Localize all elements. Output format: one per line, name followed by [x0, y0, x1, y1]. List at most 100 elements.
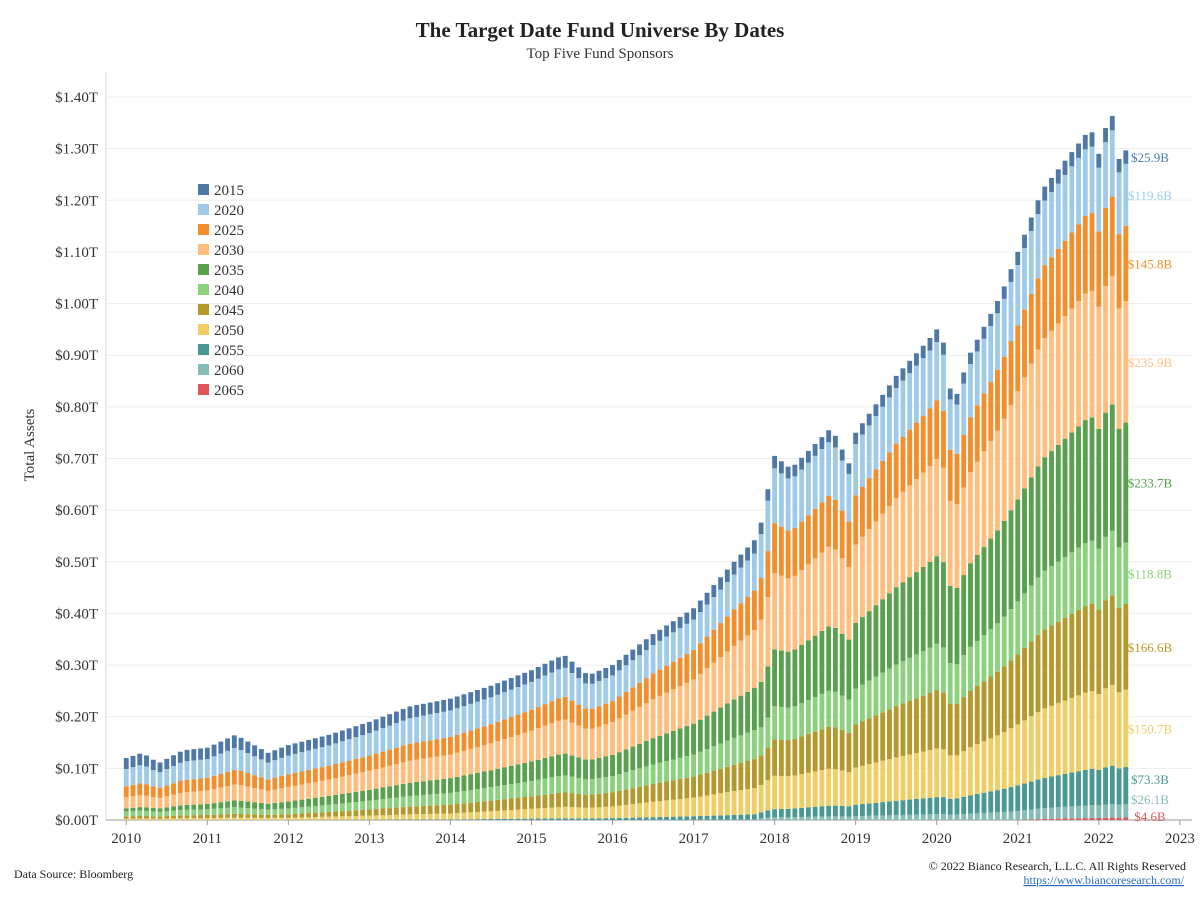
bar-segment-2040 — [124, 811, 129, 816]
bar-segment-2040 — [928, 648, 933, 693]
bar-segment-2030 — [718, 657, 723, 707]
bar-segment-2050 — [651, 802, 656, 817]
bar-segment-2050 — [171, 818, 176, 820]
bar-segment-2035 — [1083, 420, 1088, 543]
bar-segment-2015 — [819, 437, 824, 449]
bar-segment-2055 — [1076, 771, 1081, 806]
bar-segment-2035 — [306, 799, 311, 807]
bar-segment-2015 — [705, 593, 710, 605]
bar-segment-2030 — [1063, 316, 1068, 439]
bar-segment-2050 — [637, 803, 642, 817]
bar-segment-2020 — [462, 706, 467, 733]
bar-segment-2025 — [1083, 216, 1088, 294]
bar-segment-2045 — [1110, 595, 1115, 685]
bar-segment-2060 — [833, 816, 838, 820]
bar-segment-2045 — [462, 803, 467, 812]
bar-segment-2030 — [245, 787, 250, 802]
bar-segment-2060 — [968, 814, 973, 820]
bar-segment-2050 — [502, 810, 507, 818]
bar-segment-2025 — [914, 423, 919, 479]
bar-segment-2055 — [1063, 774, 1068, 807]
bar-segment-2045 — [772, 739, 777, 775]
bar-segment-2045 — [374, 809, 379, 815]
bar-segment-2015 — [901, 368, 906, 380]
bar-segment-2050 — [1096, 694, 1101, 770]
bar-segment-2045 — [387, 808, 392, 815]
bar-segment-2035 — [590, 759, 595, 779]
bar-segment-2050 — [509, 810, 514, 819]
bar-segment-2030 — [259, 789, 264, 803]
bar-segment-2025 — [779, 527, 784, 576]
bar-segment-2015 — [516, 675, 521, 687]
bar-segment-2035 — [272, 803, 277, 809]
bar-segment-2060 — [1076, 806, 1081, 818]
bar-segment-2055 — [752, 814, 757, 819]
bar-segment-2060 — [955, 814, 960, 820]
bar-segment-2025 — [725, 616, 730, 651]
bar-segment-2055 — [684, 816, 689, 819]
bar-segment-2055 — [536, 819, 541, 820]
bar-segment-2045 — [435, 805, 440, 813]
bar-segment-2065 — [1069, 818, 1074, 820]
bar-segment-2045 — [414, 806, 419, 814]
bar-segment-2050 — [921, 752, 926, 799]
bar-segment-2025 — [509, 717, 514, 737]
bar-segment-2055 — [894, 801, 899, 815]
bar-segment-2015 — [259, 749, 264, 759]
bar-segment-2015 — [813, 444, 818, 456]
bar-segment-2015 — [1069, 152, 1074, 166]
bar-segment-2050 — [178, 818, 183, 820]
bar-segment-2015 — [941, 343, 946, 355]
bar-segment-2045 — [1029, 641, 1034, 716]
bar-segment-2035 — [252, 802, 257, 808]
bar-segment-2050 — [732, 791, 737, 815]
bar-segment-2055 — [1022, 784, 1027, 811]
bar-segment-2055 — [1036, 780, 1041, 809]
footer-url-link[interactable]: https://www.biancoresearch.com/ — [1023, 873, 1184, 887]
bar-segment-2050 — [306, 817, 311, 820]
bar-segment-2045 — [860, 721, 865, 765]
bar-segment-2045 — [914, 698, 919, 753]
bar-segment-2055 — [1056, 775, 1061, 807]
bar-segment-2055 — [840, 806, 845, 817]
bar-segment-2015 — [124, 758, 129, 769]
legend-label-2050: 2050 — [214, 323, 244, 339]
bar-segment-2045 — [711, 771, 716, 795]
bar-segment-2060 — [860, 816, 865, 820]
bar-segment-2055 — [745, 814, 750, 819]
bar-segment-2025 — [1063, 241, 1068, 316]
bar-segment-2040 — [961, 655, 966, 697]
bar-segment-2050 — [164, 819, 169, 820]
bar-segment-2045 — [934, 690, 939, 748]
bar-segment-2045 — [299, 813, 304, 817]
bar-segment-2030 — [887, 506, 892, 593]
bar-segment-2020 — [786, 478, 791, 530]
bar-segment-2020 — [387, 726, 392, 750]
bar-segment-2025 — [806, 515, 811, 564]
bar-segment-2025 — [1002, 357, 1007, 419]
bar-segment-2040 — [955, 664, 960, 704]
bar-segment-2045 — [131, 816, 136, 819]
bar-segment-2055 — [597, 818, 602, 820]
bar-segment-2030 — [961, 488, 966, 576]
bar-segment-2020 — [860, 435, 865, 487]
legend-swatch-2020 — [198, 204, 209, 215]
bar-segment-2035 — [711, 712, 716, 747]
bar-segment-2025 — [462, 733, 467, 751]
bar-segment-2055 — [624, 818, 629, 820]
bar-segment-2050 — [353, 816, 358, 820]
bar-segment-2025 — [853, 495, 858, 544]
bar-segment-2020 — [759, 534, 764, 578]
bar-segment-2015 — [144, 755, 149, 766]
bar-segment-2020 — [988, 326, 993, 382]
bar-segment-2030 — [529, 731, 534, 762]
bar-segment-2055 — [968, 795, 973, 813]
bar-segment-2055 — [698, 816, 703, 820]
bar-segment-2040 — [752, 730, 757, 759]
bar-segment-2065 — [1083, 818, 1088, 820]
bar-segment-2030 — [272, 790, 277, 803]
bar-segment-2015 — [191, 749, 196, 760]
bar-segment-2050 — [536, 808, 541, 818]
bar-segment-2015 — [245, 742, 250, 754]
bar-segment-2040 — [819, 694, 824, 729]
